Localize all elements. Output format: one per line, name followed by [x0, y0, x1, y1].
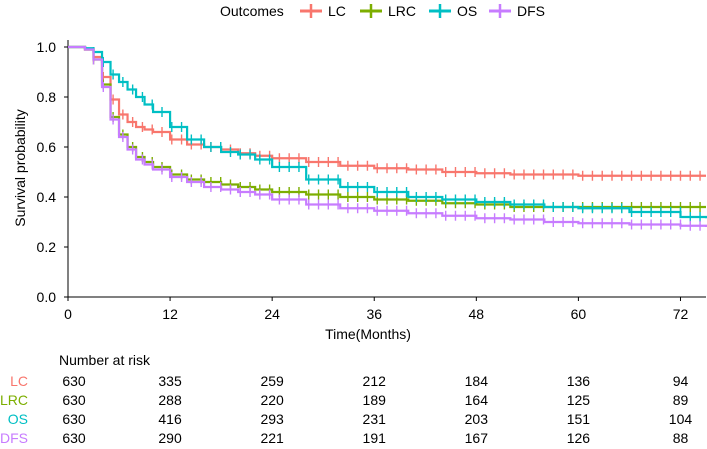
x-ticks: 0 12 24 36 48 60 72: [64, 297, 688, 322]
risk-row-label: DFS: [0, 430, 28, 446]
legend-label: LC: [328, 3, 346, 19]
y-tick-label: 0.2: [37, 239, 57, 255]
series-line-lrc: [68, 45, 706, 209]
series-dfs: [68, 45, 707, 231]
risk-cell: 231: [363, 411, 387, 427]
x-tick-label: 48: [469, 306, 485, 322]
risk-row-lc: LC 630 335 259 212 184 136 94: [10, 373, 688, 389]
y-tick-label: 0.0: [37, 289, 57, 305]
series-layer: [68, 45, 707, 231]
risk-cell: 94: [673, 373, 689, 389]
risk-cell: 416: [158, 411, 182, 427]
risk-cell: 212: [363, 373, 387, 389]
legend-title: Outcomes: [220, 3, 284, 19]
censor-marks-os: [92, 47, 701, 222]
risk-cell: 104: [669, 411, 693, 427]
risk-cell: 290: [158, 430, 182, 446]
risk-cell: 630: [62, 373, 86, 389]
risk-cell: 136: [567, 373, 591, 389]
series-line-dfs: [68, 45, 707, 227]
risk-cell: 630: [62, 411, 86, 427]
risk-table-title: Number at risk: [59, 352, 151, 368]
legend-item-os: OS: [429, 3, 477, 19]
x-tick-label: 60: [571, 306, 587, 322]
risk-row-label: LRC: [0, 392, 28, 408]
legend-item-dfs: DFS: [489, 3, 545, 19]
risk-cell: 89: [673, 392, 689, 408]
risk-cell: 126: [567, 430, 591, 446]
x-tick-label: 36: [366, 306, 382, 322]
risk-cell: 125: [567, 392, 591, 408]
risk-cell: 259: [260, 373, 284, 389]
x-axis-label: Time(Months): [325, 326, 411, 342]
risk-cell: 151: [567, 411, 591, 427]
censor-marks-lc: [92, 52, 701, 181]
risk-cell: 88: [673, 430, 689, 446]
x-tick-label: 0: [64, 306, 72, 322]
series-line-os: [68, 45, 707, 219]
y-tick-label: 0.4: [37, 189, 57, 205]
y-ticks: 0.0 0.2 0.4 0.6 0.8 1.0: [37, 39, 68, 305]
legend-label: LRC: [388, 3, 416, 19]
y-axis-label: Survival probability: [12, 109, 28, 227]
risk-cell: 203: [465, 411, 489, 427]
risk-cell: 189: [363, 392, 387, 408]
risk-cell: 221: [260, 430, 284, 446]
risk-row-label: OS: [8, 411, 28, 427]
legend-items: LC LRC OS DFS: [300, 3, 545, 19]
risk-cell: 220: [260, 392, 284, 408]
x-tick-label: 12: [162, 306, 178, 322]
risk-table: Number at risk LC 630 335 259 212 184 136 94 LRC…: [0, 352, 692, 446]
x-tick-label: 72: [673, 306, 689, 322]
risk-row-os: OS 630 416 293 231 203 151 104: [8, 411, 693, 427]
risk-cell: 335: [158, 373, 182, 389]
series-lc: [68, 45, 706, 181]
y-tick-label: 0.8: [37, 89, 57, 105]
risk-cell: 191: [363, 430, 387, 446]
risk-row-dfs: DFS 630 290 221 191 167 126 88: [0, 430, 688, 446]
y-tick-label: 1.0: [37, 39, 57, 55]
plot-area: 0 12 24 36 48 60 72 0.0 0.2 0.4 0.6 0.8 1.0: [37, 39, 707, 322]
risk-row-lrc: LRC 630 288 220 189 164 125 89: [0, 392, 688, 408]
risk-table-rows: LC 630 335 259 212 184 136 94 LRC 630 288 220 189 164…: [0, 373, 692, 446]
y-tick-label: 0.6: [37, 139, 57, 155]
risk-cell: 293: [260, 411, 284, 427]
risk-cell: 288: [158, 392, 182, 408]
legend-item-lrc: LRC: [360, 3, 416, 19]
risk-cell: 630: [62, 430, 86, 446]
risk-cell: 630: [62, 392, 86, 408]
risk-cell: 167: [465, 430, 489, 446]
series-os: [68, 45, 707, 222]
legend: Outcomes LC LRC OS DFS: [220, 3, 545, 19]
legend-label: OS: [457, 3, 477, 19]
censor-marks-dfs: [92, 54, 701, 231]
legend-label: DFS: [517, 3, 545, 19]
legend-item-lc: LC: [300, 3, 346, 19]
risk-cell: 184: [465, 373, 489, 389]
risk-cell: 164: [465, 392, 489, 408]
risk-row-label: LC: [10, 373, 28, 389]
x-tick-label: 24: [264, 306, 280, 322]
